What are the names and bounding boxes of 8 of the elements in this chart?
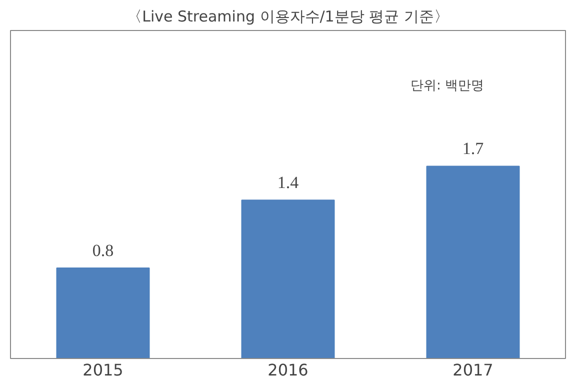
data-label: 1.7 — [462, 139, 484, 158]
data-label: 1.4 — [277, 173, 300, 192]
annotation: 단위: 백만명 — [410, 78, 484, 94]
x-tick-label: 2017 — [452, 360, 494, 380]
x-tick-label: 2016 — [268, 360, 308, 380]
data-label: 0.8 — [92, 241, 114, 260]
x-tick-label: 2015 — [82, 360, 124, 380]
chart-title: 〈Live Streaming 이용자수/1분당 평균 기준〉 — [127, 8, 449, 26]
